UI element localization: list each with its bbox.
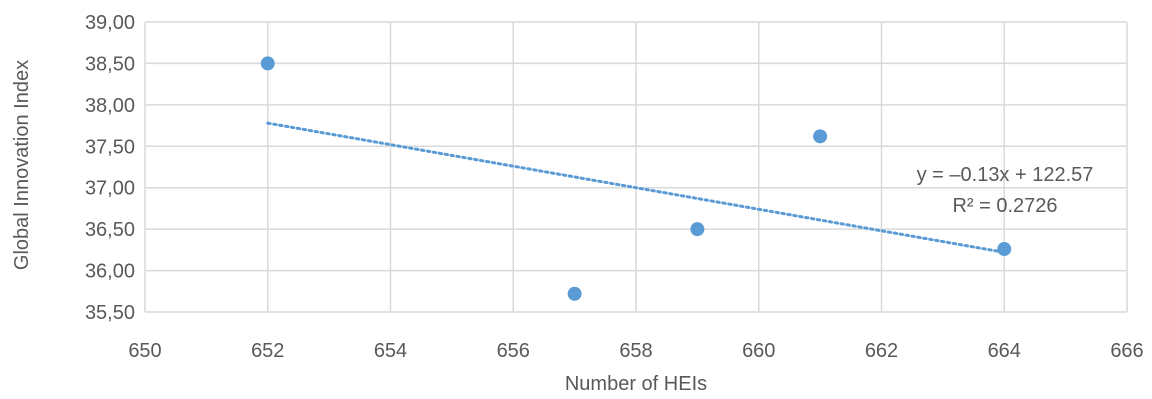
x-tick-label: 660	[742, 340, 775, 362]
x-axis-title: Number of HEIs	[565, 373, 707, 395]
x-tick-label: 656	[497, 340, 530, 362]
x-tick-label: 654	[374, 340, 407, 362]
trendline-equation: y = –0.13x + 122.57	[917, 164, 1094, 186]
trendline	[266, 121, 1006, 254]
y-axis-ticks: 35,50 36,00 36,50 37,00 37,50 38,00 38,50 39,00	[85, 12, 135, 324]
data-point	[690, 222, 705, 237]
data-point	[997, 242, 1012, 257]
y-tick-label: 36,00	[85, 261, 135, 283]
data-point	[813, 129, 828, 144]
data-point	[260, 56, 275, 71]
x-tick-label: 664	[988, 340, 1021, 362]
x-axis-ticks: 650 652 654 656 658 660 662 664 666	[128, 340, 1143, 362]
y-tick-label: 36,50	[85, 219, 135, 241]
data-point	[567, 286, 582, 301]
x-tick-label: 652	[251, 340, 284, 362]
x-tick-label: 662	[865, 340, 898, 362]
x-tick-label: 650	[128, 340, 161, 362]
y-tick-label: 37,00	[85, 178, 135, 200]
x-tick-label: 666	[1110, 340, 1143, 362]
trendline-group	[266, 121, 1006, 254]
y-tick-label: 39,00	[85, 12, 135, 34]
y-tick-label: 38,00	[85, 95, 135, 117]
y-tick-label: 35,50	[85, 302, 135, 324]
grid	[144, 21, 1128, 313]
trendline-r-squared: R² = 0.2726	[952, 195, 1057, 217]
data-points	[260, 56, 1012, 301]
x-tick-label: 658	[619, 340, 652, 362]
y-axis-title: Global Innovation Index	[11, 60, 33, 270]
y-tick-label: 37,50	[85, 136, 135, 158]
y-tick-label: 38,50	[85, 53, 135, 75]
